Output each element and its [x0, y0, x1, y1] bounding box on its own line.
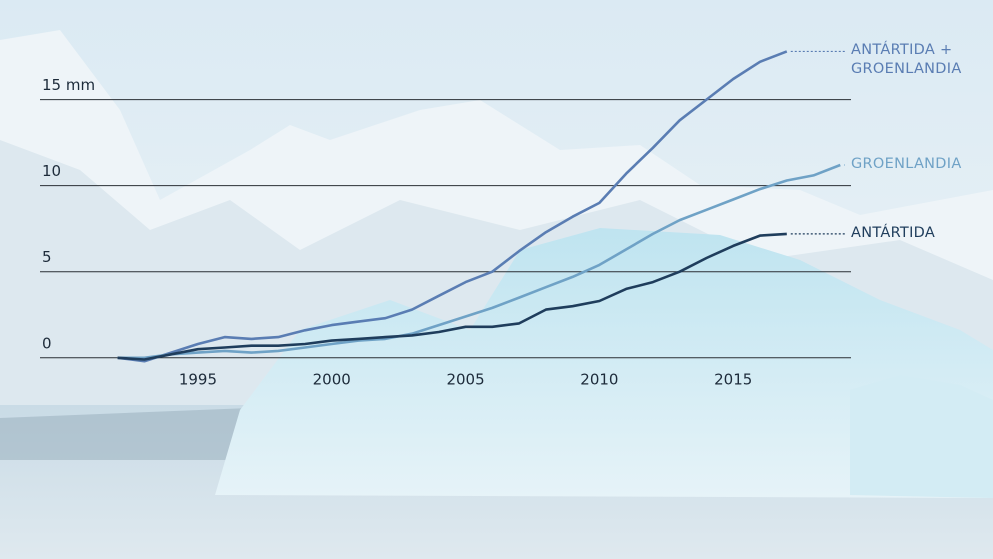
legend-label: ANTÁRTIDA [851, 224, 936, 241]
series-line [117, 232, 787, 361]
legend-label: ANTÁRTIDA + GROENLANDIA [851, 42, 962, 78]
shore [0, 408, 250, 460]
y-tick-label: 10 [42, 162, 61, 180]
x-tick-label: 2000 [313, 371, 351, 389]
x-tick-label: 2005 [446, 371, 484, 389]
series-line [117, 163, 841, 360]
plot: 0 5 10 15 mm 1995 2000 2005 2010 2015 [40, 50, 851, 389]
series-line [117, 50, 788, 363]
iceberg [215, 228, 993, 498]
y-tick-label: 5 [42, 248, 52, 266]
x-tick-label: 2010 [580, 371, 618, 389]
y-tick-label: 15 mm [42, 76, 95, 94]
iceberg-small [850, 375, 993, 498]
legend-label: GROENLANDIA [851, 156, 962, 173]
x-tick-label: 1995 [179, 371, 217, 389]
y-tick-label: 0 [42, 334, 52, 352]
x-tick-label: 2015 [714, 371, 752, 389]
